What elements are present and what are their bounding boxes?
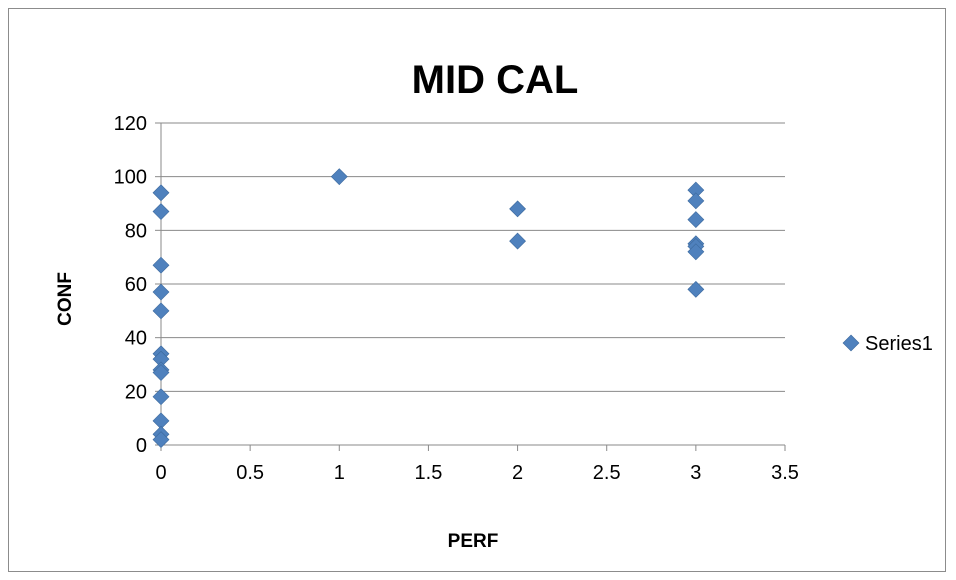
y-tick-label: 100 [114, 167, 147, 189]
chart-title: MID CAL [412, 58, 579, 102]
data-point [330, 168, 348, 186]
x-axis-title: PERF [448, 531, 499, 552]
data-point [687, 211, 705, 229]
x-tick-label: 2 [512, 462, 523, 484]
data-point [152, 431, 170, 449]
data-point [687, 243, 705, 261]
y-axis-title: CONF [55, 272, 76, 326]
data-point [152, 364, 170, 381]
y-tick-label: 60 [125, 274, 147, 296]
y-tick-label: 0 [136, 435, 147, 457]
y-tick-label: 120 [114, 113, 147, 135]
gridlines [161, 122, 785, 392]
x-tick-label: 2.5 [593, 462, 621, 484]
data-point [152, 256, 170, 274]
data-point [152, 203, 170, 220]
legend-label-series1: Series1 [865, 333, 933, 355]
legend: Series1 [842, 333, 933, 355]
scatter-chart: MID CAL CONF PERF 0 20 40 60 80 100 120 0 0.5 1 1.… [55, 58, 933, 552]
x-tick-label: 3.5 [771, 462, 799, 484]
x-tick-label: 0.5 [236, 462, 264, 484]
y-tick-label: 40 [125, 328, 147, 350]
chart-frame: MID CAL CONF PERF 0 20 40 60 80 100 120 0 0.5 1 1.… [8, 8, 946, 572]
data-point [509, 200, 526, 218]
data-point [687, 280, 705, 298]
x-tick-label: 1.5 [415, 462, 443, 484]
x-tick-label: 3 [690, 462, 701, 484]
data-point [509, 232, 526, 250]
y-tick-label: 20 [125, 381, 147, 403]
data-points [152, 168, 705, 449]
data-point [152, 184, 170, 202]
tick-labels: 0 20 40 60 80 100 120 0 0.5 1 1.5 2 2.5 3 3.5 [114, 113, 799, 484]
y-tick-label: 80 [125, 220, 147, 242]
data-point [152, 283, 170, 301]
data-point [152, 302, 170, 320]
legend-marker-series1 [842, 334, 860, 352]
data-point [687, 192, 705, 210]
x-tick-label: 0 [155, 462, 166, 484]
data-point [152, 388, 170, 406]
x-tick-label: 1 [334, 462, 345, 484]
